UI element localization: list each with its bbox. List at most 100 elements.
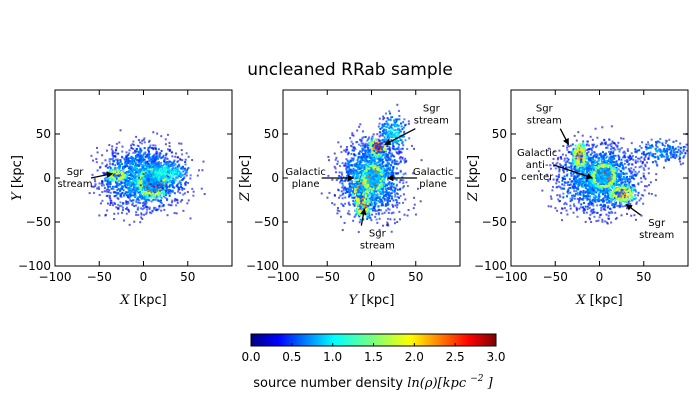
density-cell xyxy=(129,174,132,177)
density-cell xyxy=(397,172,400,175)
density-cell xyxy=(109,191,112,194)
density-cell xyxy=(369,157,372,160)
density-cell xyxy=(118,162,121,165)
density-cell xyxy=(98,194,101,197)
density-cell xyxy=(120,195,123,198)
density-cell xyxy=(358,211,361,214)
density-cell xyxy=(90,154,93,157)
density-cell xyxy=(108,158,111,161)
density-cell xyxy=(368,136,371,139)
density-cell xyxy=(108,160,111,163)
density-cell xyxy=(152,170,155,173)
density-cell xyxy=(339,215,342,218)
density-cell xyxy=(109,197,112,200)
density-cell xyxy=(364,151,367,154)
density-cell xyxy=(144,151,147,154)
density-cell xyxy=(152,179,155,182)
density-cell xyxy=(107,190,110,193)
density-cell xyxy=(130,190,133,193)
density-cell xyxy=(398,157,401,160)
density-cell xyxy=(378,217,381,220)
density-cell xyxy=(157,165,160,168)
density-cell xyxy=(178,142,181,145)
density-cell xyxy=(174,163,177,166)
density-cell xyxy=(340,178,343,181)
density-cell xyxy=(115,170,118,173)
density-cell xyxy=(358,215,361,218)
density-cell xyxy=(126,165,129,168)
density-cell xyxy=(183,167,186,170)
density-cell xyxy=(172,167,175,170)
density-cell xyxy=(132,140,135,143)
density-cell xyxy=(112,157,115,160)
density-cell xyxy=(357,189,360,192)
density-cell xyxy=(185,171,188,174)
density-cell xyxy=(175,176,178,179)
density-cell xyxy=(339,145,342,148)
density-cell xyxy=(382,190,385,193)
density-cell xyxy=(154,160,157,163)
density-cell xyxy=(125,194,128,197)
density-cell xyxy=(94,185,97,188)
density-cell xyxy=(393,190,396,193)
density-cell xyxy=(152,198,155,201)
density-cell xyxy=(365,172,368,175)
density-cell xyxy=(359,175,362,178)
density-cell xyxy=(388,181,391,184)
density-cell xyxy=(389,218,392,221)
density-cell xyxy=(117,198,120,201)
density-cell xyxy=(380,201,383,204)
density-cell xyxy=(121,187,124,190)
density-cell xyxy=(150,187,153,190)
density-cell xyxy=(346,212,349,215)
density-cell xyxy=(170,180,173,183)
density-cell xyxy=(136,176,139,179)
density-cell xyxy=(125,212,128,215)
density-cell xyxy=(353,170,356,173)
density-cell xyxy=(379,168,382,171)
density-cell xyxy=(117,203,120,206)
density-cell xyxy=(170,204,173,207)
density-cell xyxy=(161,169,164,172)
density-cell xyxy=(327,159,330,162)
density-cell xyxy=(140,177,143,180)
density-cell xyxy=(184,158,187,161)
density-cell xyxy=(398,162,401,165)
density-cell xyxy=(154,169,157,172)
density-cell xyxy=(164,154,167,157)
density-cell xyxy=(131,159,134,162)
density-cell xyxy=(173,167,176,170)
density-cell xyxy=(177,182,180,185)
density-cell xyxy=(344,191,347,194)
density-cell xyxy=(147,169,150,172)
density-cell xyxy=(192,190,195,193)
density-cell xyxy=(397,152,400,155)
density-cell xyxy=(170,190,173,193)
density-cell xyxy=(126,200,129,203)
density-cell xyxy=(130,144,133,147)
density-cell xyxy=(343,186,346,189)
density-cell xyxy=(145,208,148,211)
density-cell xyxy=(364,136,367,139)
density-cell xyxy=(186,169,189,172)
density-cell xyxy=(387,162,390,165)
density-cell xyxy=(357,163,360,166)
density-cell xyxy=(116,169,119,172)
density-cell xyxy=(134,178,137,181)
density-cell xyxy=(410,144,413,147)
density-cell xyxy=(375,196,378,199)
density-cell xyxy=(369,187,372,190)
density-cell xyxy=(367,177,370,180)
density-cell xyxy=(347,178,350,181)
density-cell xyxy=(345,169,348,172)
density-cell xyxy=(124,179,127,182)
density-cell xyxy=(109,185,112,188)
density-cell xyxy=(148,206,151,209)
density-cell xyxy=(191,187,194,190)
density-cell xyxy=(171,181,174,184)
density-cell xyxy=(114,154,117,157)
density-cell xyxy=(347,163,350,166)
density-cell xyxy=(111,145,114,148)
density-cell xyxy=(144,196,147,199)
density-cell xyxy=(360,164,363,167)
